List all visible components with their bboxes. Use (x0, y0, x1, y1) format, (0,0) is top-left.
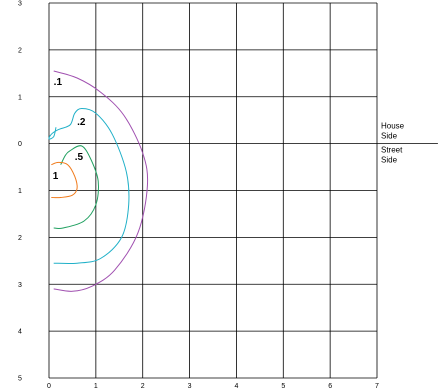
y-tick-label: 0 (18, 141, 22, 148)
y-tick-label: 4 (18, 329, 22, 336)
y-tick-label: 2 (18, 47, 22, 54)
contour-label: .2 (77, 117, 86, 128)
x-tick-label: 7 (375, 383, 379, 390)
house-side-label: House (381, 122, 405, 131)
street-side-label: Side (381, 156, 398, 165)
contour-label: 1 (53, 171, 59, 182)
y-tick-label: 2 (18, 235, 22, 242)
contour-line-p5 (53, 145, 100, 230)
house-side-label: Side (381, 132, 398, 141)
x-tick-label: 1 (94, 383, 98, 390)
y-tick-label: 1 (18, 94, 22, 101)
contour-label: .1 (54, 77, 63, 88)
street-side-label: Street (381, 146, 403, 155)
x-tick-label: 3 (188, 383, 192, 390)
contour-line-p1 (53, 70, 149, 292)
y-tick-label: 5 (18, 376, 22, 383)
contour-lines (48, 70, 149, 292)
contour-labels: .1 .2 .5 1 (53, 77, 86, 182)
x-tick-label: 0 (47, 383, 51, 390)
x-tick-label: 5 (281, 383, 285, 390)
contour-line-1 (51, 161, 78, 199)
y-tick-label: 3 (18, 1, 22, 8)
grid (48, 2, 378, 379)
x-axis-ticks: 0 1 2 3 4 5 6 7 (47, 383, 379, 390)
y-tick-label: 1 (18, 188, 22, 195)
x-tick-label: 6 (328, 383, 332, 390)
contour-label: .5 (75, 152, 84, 163)
x-tick-label: 4 (234, 383, 238, 390)
x-tick-label: 2 (141, 383, 145, 390)
contour-line-p2 (48, 107, 130, 265)
y-tick-label: 3 (18, 282, 22, 289)
y-axis-ticks: 3 2 1 0 1 2 3 4 5 (18, 1, 22, 383)
